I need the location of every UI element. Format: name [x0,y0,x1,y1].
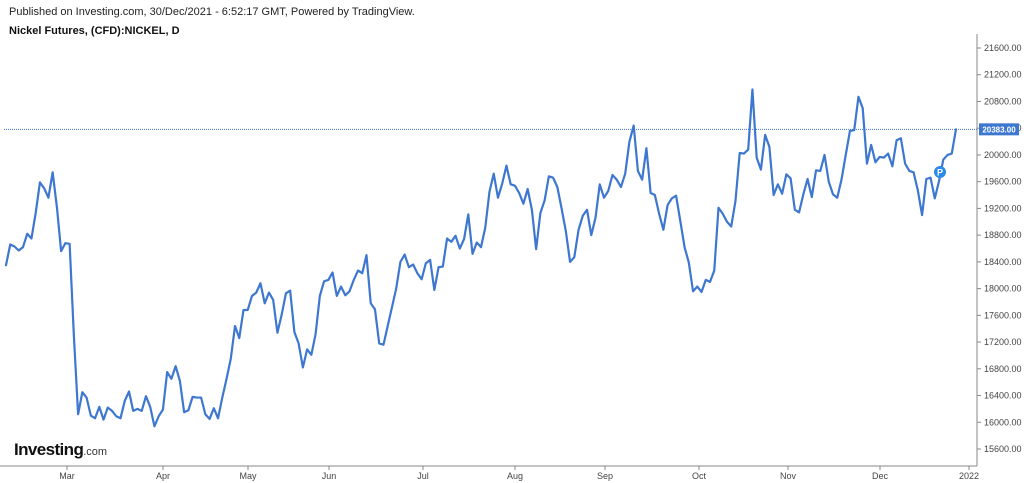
chart-header: Published on Investing.com, 30/Dec/2021 … [9,5,415,38]
x-tick-label: Oct [692,471,707,481]
y-tick-label: 16800.00 [984,364,1022,374]
y-tick-label: 21600.00 [984,43,1022,53]
y-tick-label: 19200.00 [984,203,1022,213]
y-tick-label: 20800.00 [984,96,1022,106]
y-tick-label: 18000.00 [984,284,1022,294]
logo-name: Investing [14,440,84,459]
marker-p-icon[interactable]: P [934,166,946,178]
x-tick-label: Aug [507,471,523,481]
y-tick-label: 18800.00 [984,230,1022,240]
logo-domain: .com [83,446,108,458]
y-tick-label: 17600.00 [984,310,1022,320]
y-axis-ticks: 15600.00 16000.00 16400.00 16800.00 17200.00… [977,43,1022,454]
y-tick-label: 15600.00 [984,444,1022,454]
y-tick-label: 18400.00 [984,257,1022,267]
x-axis-ticks: Mar Apr May Jun Jul Aug Sep Oct Nov Dec 2022 [59,466,979,481]
marker-p-label: P [937,168,943,178]
x-tick-label: Dec [872,471,889,481]
x-tick-label: Jul [417,471,429,481]
chart-title: Nickel Futures, (CFD):NICKEL, D [9,25,180,37]
last-value-label: 20383.00 [982,125,1016,134]
x-tick-label: Sep [597,471,613,481]
x-tick-label: 2022 [959,471,979,481]
x-tick-label: May [239,471,257,481]
x-tick-label: Mar [59,471,75,481]
y-tick-label: 21200.00 [984,70,1022,80]
series-line [4,88,958,428]
y-tick-label: 16000.00 [984,417,1022,427]
y-tick-label: 20000.00 [984,150,1022,160]
y-tick-label: 17200.00 [984,337,1022,347]
published-note: Published on Investing.com, 30/Dec/2021 … [9,6,415,18]
x-tick-label: Jun [322,471,337,481]
investing-logo: Investing.com [14,440,107,460]
x-tick-label: Apr [156,471,170,481]
last-value-badge: 20383.00 [979,123,1019,136]
y-tick-label: 16400.00 [984,391,1022,401]
y-tick-label: 19600.00 [984,177,1022,187]
last-value-badge-box [979,123,1019,136]
marker-p-circle[interactable] [934,166,946,178]
x-tick-label: Nov [780,471,797,481]
